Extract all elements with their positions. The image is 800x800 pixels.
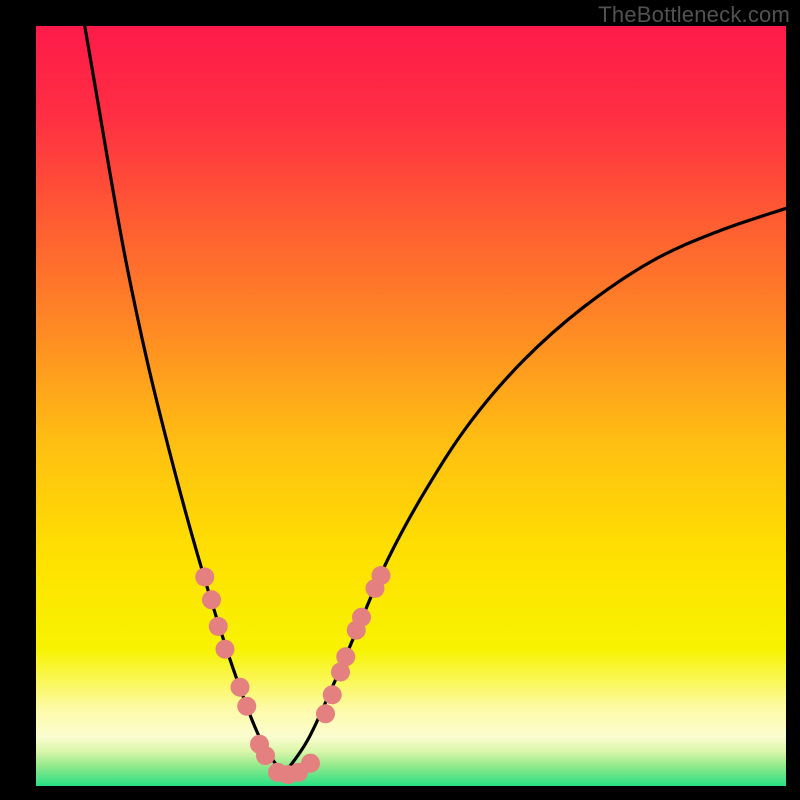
scatter-point [231,678,250,697]
scatter-point [216,640,235,659]
scatter-point [352,608,371,627]
scatter-point [195,568,214,587]
chart-plot-area [36,26,786,786]
scatter-point [372,566,391,585]
watermark-text: TheBottleneck.com [598,2,790,28]
scatter-point [336,647,355,666]
scatter-point [237,697,256,716]
background-gradient [36,26,786,786]
scatter-point [316,704,335,723]
scatter-point [209,617,228,636]
scatter-point [256,746,275,765]
scatter-point [323,685,342,704]
chart-svg [36,26,786,786]
scatter-point [301,754,320,773]
scatter-point [202,590,221,609]
